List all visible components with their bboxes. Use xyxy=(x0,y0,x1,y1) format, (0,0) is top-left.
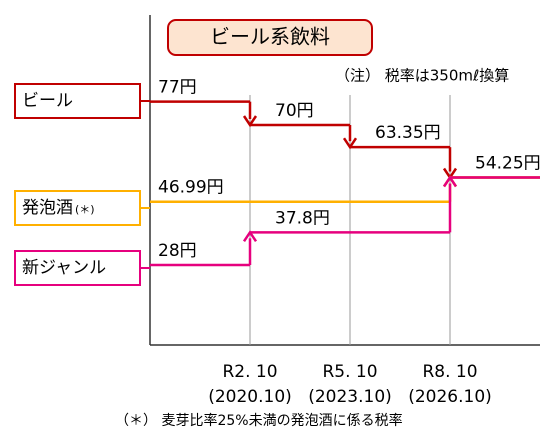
legend-box xyxy=(14,250,141,286)
arrow-head xyxy=(242,230,258,243)
x-tick-label: R2. 10 xyxy=(222,362,277,382)
legend-label: ビール xyxy=(22,91,73,111)
arrow-head xyxy=(342,137,358,150)
data-label: 54.25円 xyxy=(475,154,541,174)
data-label: 70円 xyxy=(275,101,314,121)
data-label: 77円 xyxy=(158,78,197,98)
data-label: 28円 xyxy=(158,241,197,261)
legend-label: 発泡酒 xyxy=(22,198,73,218)
x-tick-label: R5. 10 xyxy=(322,362,377,382)
legend-note: (＊) xyxy=(75,203,95,216)
chart-title: ビール系飲料 xyxy=(210,25,330,49)
x-tick-label: R8. 10 xyxy=(422,362,477,382)
data-label: 46.99円 xyxy=(158,178,224,198)
legend-label: 新ジャンル xyxy=(22,258,106,278)
data-label: 37.8円 xyxy=(275,208,330,228)
footnote: （＊） 麦芽比率25%未満の発泡酒に係る税率 xyxy=(115,412,403,429)
arrow-head xyxy=(242,115,258,128)
legend-box xyxy=(14,83,141,119)
legend-box xyxy=(14,190,141,226)
arrow-head xyxy=(442,175,458,188)
data-label: 63.35円 xyxy=(375,123,441,143)
x-tick-sublabel: (2026.10) xyxy=(408,387,492,407)
x-tick-sublabel: (2020.10) xyxy=(208,387,292,407)
title-box xyxy=(167,19,373,56)
x-tick-sublabel: (2023.10) xyxy=(308,387,392,407)
note: （注） 税率は350mℓ換算 xyxy=(335,67,509,85)
